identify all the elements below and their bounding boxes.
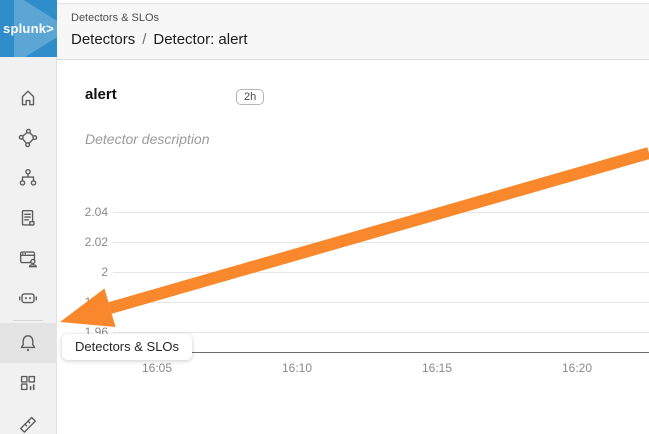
sidebar-item-metrics[interactable] <box>0 403 57 434</box>
nav-sidebar <box>0 57 57 434</box>
detector-title: alert <box>85 86 117 103</box>
hierarchy-icon <box>17 167 39 189</box>
breadcrumb-separator: / <box>142 31 147 48</box>
bell-icon <box>17 332 39 354</box>
home-icon <box>17 87 39 109</box>
sidebar-item-synthetics[interactable] <box>0 238 57 278</box>
robot-icon <box>17 287 39 309</box>
sidebar-item-infrastructure[interactable] <box>0 158 57 198</box>
sidebar-divider <box>13 320 43 321</box>
sidebar-item-log-observer[interactable] <box>0 198 57 238</box>
main-content: alert 2h Detector description <box>57 60 649 434</box>
breadcrumb-section[interactable]: Detectors <box>71 31 136 48</box>
detector-description[interactable]: Detector description <box>85 131 210 147</box>
breadcrumb-current: Detector: alert <box>153 31 248 48</box>
time-range-chip[interactable]: 2h <box>236 89 265 105</box>
service-map-icon <box>17 127 39 149</box>
splunk-logo-text: splunk> <box>3 21 54 36</box>
header-eyebrow: Detectors & SLOs <box>71 12 160 24</box>
sidebar-item-apm[interactable] <box>0 118 57 158</box>
splunk-logo[interactable]: splunk> <box>0 0 57 57</box>
sidebar-item-alerts-detectors[interactable] <box>0 323 57 363</box>
nav-tooltip: Detectors & SLOs <box>62 334 193 360</box>
log-document-icon <box>17 207 39 229</box>
page-header: Detectors & SLOs Detectors / Detector: ale… <box>57 3 649 60</box>
sidebar-item-dashboards[interactable] <box>0 363 57 403</box>
dashboards-grid-icon <box>17 372 39 394</box>
sidebar-item-home[interactable] <box>0 78 57 118</box>
browser-user-icon <box>17 247 39 269</box>
sidebar-item-automation[interactable] <box>0 278 57 318</box>
ruler-icon <box>17 412 39 434</box>
breadcrumb: Detectors / Detector: alert <box>71 31 649 48</box>
